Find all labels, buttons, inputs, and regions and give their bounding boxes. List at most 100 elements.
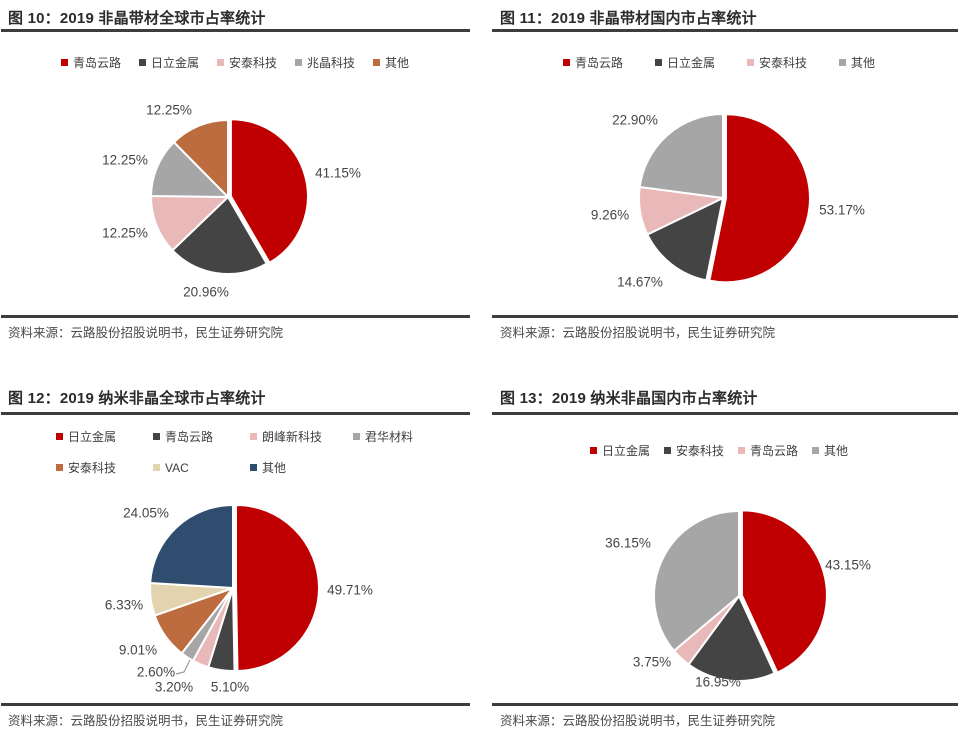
legend-marker bbox=[747, 59, 754, 66]
slice-label: 20.96% bbox=[183, 284, 229, 300]
source-rule bbox=[492, 703, 958, 706]
pie-slice bbox=[172, 118, 229, 200]
legend-item: VAC bbox=[153, 459, 250, 476]
slice-label: 41.15% bbox=[315, 165, 361, 181]
pie-chart bbox=[638, 112, 811, 284]
legend-marker bbox=[589, 447, 597, 454]
legend-marker bbox=[138, 59, 146, 66]
slice-label: 53.17% bbox=[819, 202, 865, 218]
legend-label: 青岛云路 bbox=[165, 430, 214, 444]
legend-label: 安泰科技 bbox=[68, 461, 117, 475]
legend-label: 安泰科技 bbox=[675, 444, 724, 458]
slice-label: 36.15% bbox=[605, 535, 651, 551]
slice-label: 12.25% bbox=[146, 102, 192, 118]
legend-label: 君华材料 bbox=[365, 430, 414, 444]
legend-marker bbox=[60, 59, 68, 66]
title-rule bbox=[1, 412, 470, 415]
legend-item: 君华材料 bbox=[353, 428, 470, 445]
chart-legend: 青岛云路 日立金属 安泰科技 其他 bbox=[484, 54, 954, 71]
legend-label: 其他 bbox=[824, 444, 849, 458]
legend-marker bbox=[812, 447, 820, 454]
legend-marker bbox=[153, 464, 160, 471]
legend-marker bbox=[56, 433, 63, 440]
pie-slice bbox=[150, 194, 231, 252]
pie-slice bbox=[638, 112, 724, 200]
source-text: 资料来源：云路股份招股说明书，民生证券研究院 bbox=[500, 326, 776, 340]
legend-marker bbox=[373, 59, 381, 66]
chart-legend: 青岛云路 日立金属 安泰科技 兆晶科技 其他 bbox=[0, 54, 470, 71]
legend-marker bbox=[654, 59, 662, 66]
legend-item: 日立金属 bbox=[589, 442, 650, 459]
legend-marker bbox=[353, 433, 360, 440]
legend-label: 其他 bbox=[385, 56, 410, 70]
chart-panel-fig13: 图 13：2019 纳米非晶国内市占率统计 日立金属 安泰科技 青岛云路 其他 43.… bbox=[484, 366, 968, 733]
legend-marker bbox=[562, 59, 570, 66]
legend-item: 日立金属 bbox=[138, 54, 199, 71]
label-leader-line bbox=[175, 657, 192, 675]
slice-label: 9.01% bbox=[118, 642, 158, 658]
legend-marker bbox=[250, 464, 257, 471]
legend-item: 安泰科技 bbox=[663, 442, 724, 459]
legend-label: 朗峰新科技 bbox=[262, 430, 323, 444]
legend-label: 日立金属 bbox=[666, 56, 715, 70]
source-rule bbox=[492, 315, 958, 318]
legend-label: 其他 bbox=[262, 461, 287, 475]
pie-slice bbox=[235, 503, 320, 672]
legend-item: 青岛云路 bbox=[562, 54, 623, 71]
legend-item: 安泰科技 bbox=[216, 54, 277, 71]
chart-title: 图 10：2019 非晶带材全球市占率统计 bbox=[8, 10, 266, 27]
slice-label: 12.25% bbox=[102, 152, 148, 168]
legend-item: 其他 bbox=[839, 54, 875, 71]
slice-label: 3.20% bbox=[154, 679, 194, 695]
legend-marker bbox=[295, 59, 302, 66]
slice-label: 22.90% bbox=[612, 112, 658, 128]
legend-item: 其他 bbox=[250, 459, 353, 476]
legend-label: 安泰科技 bbox=[228, 56, 277, 70]
legend-item: 青岛云路 bbox=[60, 54, 121, 71]
slice-label: 9.26% bbox=[590, 207, 630, 223]
title-rule bbox=[492, 29, 958, 32]
legend-label: 日立金属 bbox=[150, 56, 199, 70]
legend-marker bbox=[56, 464, 63, 471]
slice-label: 16.95% bbox=[695, 674, 741, 690]
slice-label: 49.71% bbox=[327, 582, 373, 598]
legend-marker bbox=[839, 59, 847, 66]
legend-marker bbox=[663, 447, 671, 454]
legend-label: 其他 bbox=[851, 56, 876, 70]
legend-item: 日立金属 bbox=[654, 54, 715, 71]
chart-title: 图 13：2019 纳米非晶国内市占率统计 bbox=[500, 390, 758, 407]
slice-label: 24.05% bbox=[123, 505, 169, 521]
source-text: 资料来源：云路股份招股说明书，民生证券研究院 bbox=[8, 326, 284, 340]
legend-label: 青岛云路 bbox=[574, 56, 623, 70]
title-rule bbox=[492, 412, 958, 415]
legend-item: 朗峰新科技 bbox=[250, 428, 353, 445]
pie-slice bbox=[708, 113, 811, 284]
pie-slice bbox=[229, 118, 309, 265]
legend-item: 兆晶科技 bbox=[295, 54, 355, 71]
chart-panel-fig11: 图 11：2019 非晶带材国内市占率统计 青岛云路 日立金属 安泰科技 其他 53.… bbox=[484, 0, 968, 366]
pie-chart bbox=[653, 509, 828, 682]
legend-marker bbox=[216, 59, 224, 66]
title-rule bbox=[1, 29, 470, 32]
slice-label: 43.15% bbox=[825, 557, 871, 573]
slice-label: 6.33% bbox=[104, 597, 144, 613]
chart-panel-fig10: 图 10：2019 非晶带材全球市占率统计 青岛云路 日立金属 安泰科技 兆晶科技 其他… bbox=[0, 0, 484, 366]
legend-item: 安泰科技 bbox=[747, 54, 807, 71]
slice-label: 5.10% bbox=[210, 679, 250, 695]
legend-item: 其他 bbox=[812, 442, 848, 459]
legend-marker bbox=[250, 433, 257, 440]
chart-legend: 日立金属 青岛云路 朗峰新科技 君华材料安泰科技 VAC 其他 bbox=[56, 428, 470, 476]
legend-marker bbox=[738, 447, 745, 454]
pie-slice bbox=[149, 503, 234, 590]
legend-label: 安泰科技 bbox=[759, 56, 808, 70]
legend-label: VAC bbox=[165, 460, 189, 475]
slice-label: 2.60% bbox=[136, 664, 176, 680]
source-rule bbox=[1, 703, 470, 706]
slice-label: 14.67% bbox=[617, 274, 663, 290]
legend-item: 其他 bbox=[373, 54, 409, 71]
legend-label: 日立金属 bbox=[68, 430, 117, 444]
chart-title: 图 11：2019 非晶带材国内市占率统计 bbox=[500, 10, 757, 27]
pie-slice bbox=[149, 140, 231, 199]
legend-item: 青岛云路 bbox=[153, 428, 250, 445]
slice-label: 3.75% bbox=[632, 654, 672, 670]
